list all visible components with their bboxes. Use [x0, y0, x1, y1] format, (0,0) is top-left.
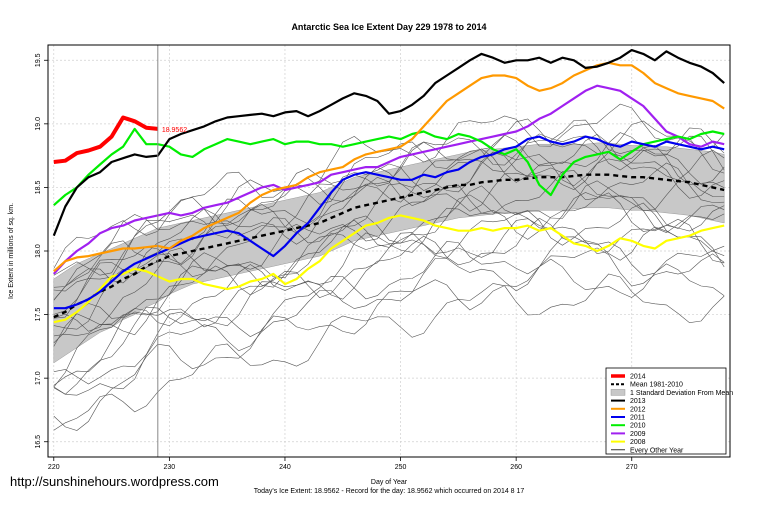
y-tick-label: 19.5 — [35, 53, 42, 67]
other-year-line — [53, 133, 725, 292]
other-year-line — [53, 258, 725, 431]
y-tick-label: 17.5 — [35, 308, 42, 322]
other-year-line — [53, 162, 725, 330]
current-day-line-layer: 18.9562 — [157, 45, 187, 457]
other-year-line — [53, 218, 725, 386]
legend-label: Every Other Year — [630, 447, 684, 454]
y-axis-label: Ice Extent in millions of sq. km. — [8, 203, 15, 299]
current-value-label: 18.9562 — [162, 127, 187, 134]
legend-label: 2010 — [630, 423, 646, 430]
series-layer — [52, 49, 725, 324]
x-axis-label: Day of Year — [371, 479, 408, 486]
series-line-2008 — [53, 214, 725, 324]
x-axis-ticks: 220 230 240 250 260 270 — [48, 457, 638, 471]
x-tick-label: 230 — [164, 464, 176, 471]
x-tick-label: 240 — [279, 464, 291, 471]
series-line-2012 — [53, 61, 725, 273]
chart-title: Antarctic Sea Ice Extent Day 229 1978 to… — [291, 22, 486, 32]
other-year-line — [53, 144, 725, 319]
other-year-line — [53, 273, 725, 431]
legend-label: Mean 1981-2010 — [630, 382, 683, 389]
legend-label: 2008 — [630, 439, 646, 446]
sd-band — [53, 142, 725, 364]
y-tick-label: 17.0 — [35, 371, 42, 385]
legend-label: 2013 — [630, 398, 646, 405]
other-year-line — [53, 133, 725, 288]
footer-today-line: Today's Ice Extent: 18.9562 - Record for… — [254, 488, 525, 495]
y-tick-label: 19.0 — [35, 117, 42, 131]
legend-label: 2009 — [630, 431, 646, 438]
series-line-2009 — [52, 84, 725, 275]
series-line-2011 — [53, 135, 725, 310]
y-tick-label: 18.0 — [35, 244, 42, 258]
legend-label: 2012 — [630, 406, 646, 413]
y-tick-label: 16.5 — [35, 435, 42, 449]
other-year-line — [53, 119, 725, 276]
y-tick-label: 18.5 — [35, 181, 42, 195]
x-tick-label: 260 — [510, 464, 522, 471]
sd-band-layer — [53, 142, 725, 364]
x-tick-label: 270 — [626, 464, 638, 471]
series-line-2013 — [52, 49, 725, 237]
legend-swatch-band — [610, 389, 626, 396]
series-line-2014 — [53, 115, 159, 164]
other-year-line — [53, 118, 725, 301]
legend-label: 1 Standard Deviation From Mean — [630, 390, 733, 397]
other-years-layer — [53, 103, 725, 431]
other-year-line — [53, 192, 725, 337]
legend-box — [605, 367, 727, 455]
other-year-line — [53, 247, 725, 396]
other-year-line — [53, 132, 725, 301]
other-year-line — [53, 217, 725, 395]
other-year-line — [53, 103, 725, 269]
watermark: http://sunshinehours.wordpress.com — [10, 474, 219, 489]
x-tick-label: 250 — [395, 464, 407, 471]
mean-line — [53, 173, 725, 319]
other-year-line — [53, 202, 725, 388]
legend-label: 2011 — [630, 415, 645, 422]
other-year-line — [53, 180, 725, 344]
x-tick-label: 220 — [48, 464, 60, 471]
y-axis-ticks: 16.5 17.0 17.5 18.0 18.5 19.0 19.5 — [35, 53, 48, 449]
legend-label: 2014 — [630, 374, 646, 381]
